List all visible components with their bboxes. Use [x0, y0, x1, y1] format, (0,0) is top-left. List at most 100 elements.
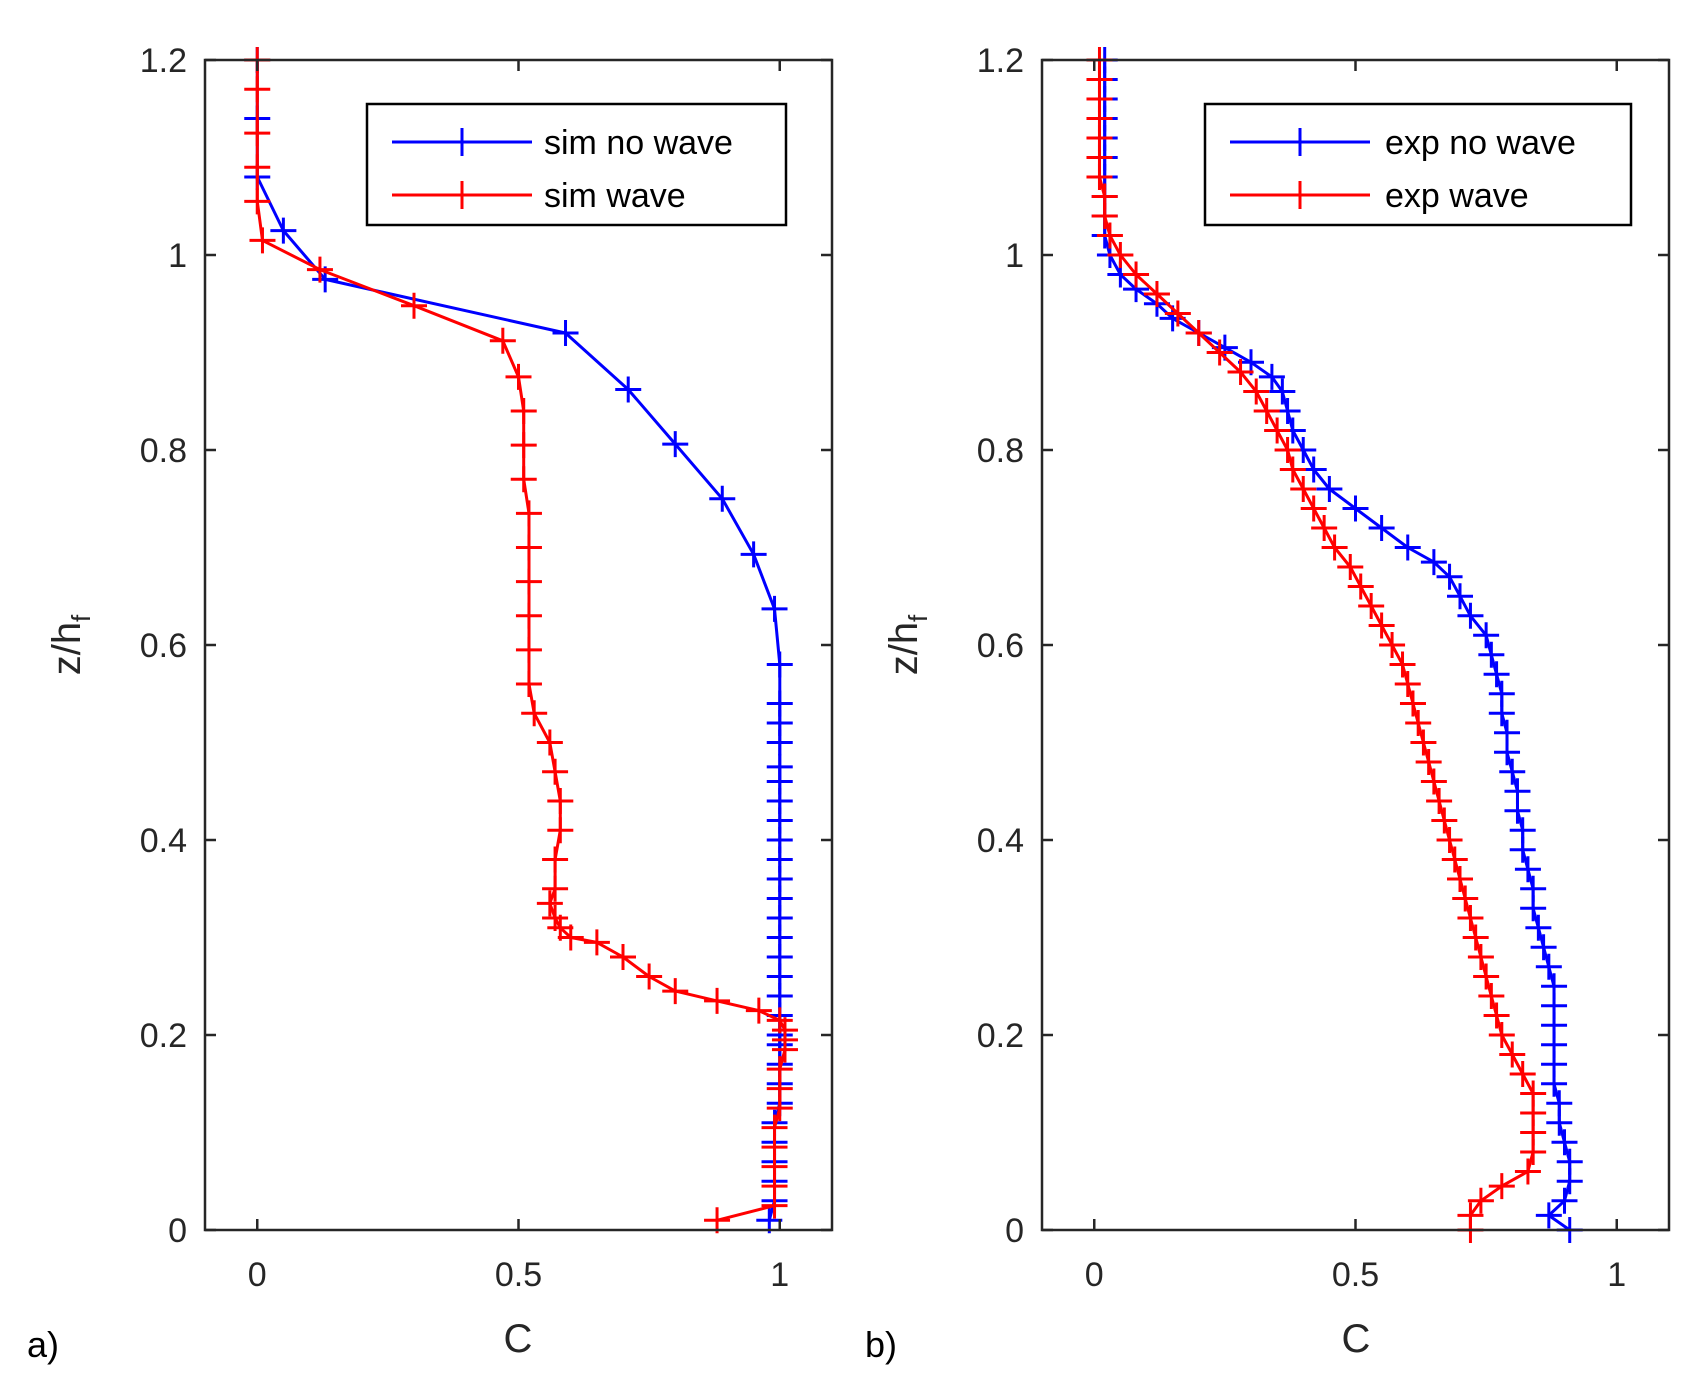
data-point-sim-wave	[662, 978, 689, 1005]
data-point-exp-wave	[1452, 885, 1479, 912]
data-point-exp-no-wave	[1483, 661, 1510, 688]
data-point-exp-no-wave	[1551, 1129, 1578, 1156]
data-point-exp-wave	[1164, 300, 1191, 327]
data-point-exp-wave	[1279, 456, 1306, 483]
data-point-exp-no-wave	[1556, 1168, 1583, 1195]
y-tick-label: 0	[168, 1212, 187, 1250]
data-point-sim-wave	[401, 292, 427, 319]
y-axis-title-b: z/hf	[882, 614, 933, 675]
legend-marker-exp-wave	[1286, 181, 1314, 209]
x-tick-label: 0.5	[1332, 1256, 1379, 1294]
data-point-exp-no-wave	[1457, 602, 1484, 629]
legend-box-b	[1203, 102, 1633, 227]
data-point-sim-no-wave	[552, 320, 579, 346]
y-axis-title-main-b: z/h	[882, 622, 926, 675]
data-point-exp-wave	[1420, 768, 1447, 795]
data-point-exp-wave	[1405, 710, 1432, 736]
y-tick-label: 1	[168, 237, 187, 275]
data-point-exp-wave	[1185, 320, 1212, 346]
x-tick-label: 0.5	[495, 1256, 542, 1294]
data-point-sim-wave	[536, 729, 563, 756]
data-point-exp-no-wave	[1514, 856, 1541, 883]
data-point-exp-no-wave	[1258, 363, 1285, 390]
legend-label-sim-no-wave: sim no wave	[544, 124, 733, 162]
data-point-exp-wave	[1107, 242, 1134, 268]
y-tick-label: 0.8	[977, 432, 1024, 470]
y-axis-title-sub-a: f	[66, 614, 96, 622]
data-point-sim-wave	[306, 256, 333, 283]
data-point-exp-wave	[1274, 437, 1301, 463]
data-point-exp-wave	[1379, 632, 1406, 658]
data-point-sim-wave	[244, 76, 271, 103]
data-point-exp-no-wave	[1269, 378, 1296, 405]
data-point-exp-wave	[1488, 1173, 1515, 1200]
data-point-sim-wave	[515, 671, 542, 697]
y-tick-label: 0.2	[977, 1017, 1024, 1055]
data-point-exp-no-wave	[1551, 1187, 1578, 1214]
x-tick-label: 0	[1085, 1256, 1104, 1294]
data-point-exp-wave	[1096, 222, 1123, 249]
data-point-sim-wave	[515, 636, 542, 663]
data-point-sim-wave	[745, 997, 772, 1024]
data-point-exp-wave	[1389, 651, 1416, 678]
data-point-exp-wave	[1467, 944, 1494, 970]
data-point-exp-wave	[1514, 1158, 1541, 1185]
data-point-exp-wave	[1441, 846, 1468, 873]
data-point-sim-no-wave	[615, 376, 642, 403]
y-axis-title-main-a: z/h	[45, 622, 89, 675]
x-tick-label: 0	[248, 1256, 267, 1294]
panel-b: 0 0.5 1 0 0.2 0.4 0.6 0.8 1 1.2 C z/hf b) exp no …	[865, 42, 1671, 1365]
data-point-sim-wave	[515, 500, 542, 527]
data-point-sim-no-wave	[740, 541, 767, 568]
legend-b: exp no wave exp wave	[1203, 102, 1633, 227]
data-point-sim-no-wave	[761, 595, 788, 622]
data-point-sim-wave	[515, 534, 542, 561]
data-point-sim-wave	[244, 188, 271, 215]
data-point-sim-wave	[510, 432, 537, 459]
data-point-sim-wave	[766, 1095, 793, 1122]
data-point-exp-wave	[1488, 1022, 1515, 1048]
data-point-exp-wave	[1227, 359, 1254, 385]
data-point-exp-no-wave	[1546, 1109, 1573, 1136]
data-point-exp-wave	[1243, 378, 1270, 405]
data-point-exp-no-wave	[1520, 895, 1547, 922]
data-point-exp-wave	[1086, 164, 1113, 190]
data-point-exp-no-wave	[1394, 534, 1421, 561]
data-point-sim-wave	[521, 700, 548, 727]
data-point-sim-wave	[542, 875, 569, 902]
data-point-sim-wave	[542, 846, 569, 873]
data-point-sim-wave	[610, 944, 636, 970]
data-point-exp-no-wave	[1488, 700, 1515, 727]
data-point-exp-wave	[1368, 612, 1395, 639]
data-point-sim-wave	[515, 568, 542, 595]
panel-label-a: a)	[27, 1324, 59, 1365]
data-point-exp-wave	[1321, 534, 1348, 561]
data-point-sim-no-wave	[662, 431, 689, 458]
legend-label-exp-no-wave: exp no wave	[1385, 124, 1576, 162]
y-tick-label: 1	[1005, 237, 1024, 275]
y-tick-label: 0.6	[140, 627, 187, 665]
data-point-sim-wave	[510, 398, 537, 424]
data-point-exp-no-wave	[1473, 622, 1500, 649]
legend-label-sim-wave: sim wave	[544, 177, 686, 215]
data-point-exp-wave	[1509, 1061, 1536, 1087]
y-tick-label: 0	[1005, 1212, 1024, 1250]
y-tick-label: 0.4	[140, 822, 187, 860]
data-point-sim-wave	[249, 227, 276, 254]
series-layer-b	[1086, 47, 1583, 1243]
legend-a: sim no wave sim wave	[365, 102, 788, 227]
data-point-exp-wave	[1337, 554, 1364, 580]
data-point-exp-no-wave	[1535, 1202, 1562, 1229]
data-point-exp-no-wave	[1494, 739, 1521, 766]
plot-area-b	[1042, 60, 1669, 1230]
data-point-exp-wave	[1462, 924, 1489, 951]
data-point-exp-wave	[1520, 1139, 1547, 1165]
data-point-exp-no-wave	[1447, 583, 1473, 610]
data-point-exp-wave	[1467, 1187, 1494, 1214]
data-point-exp-no-wave	[1478, 641, 1505, 668]
data-point-exp-no-wave	[1436, 563, 1463, 590]
data-point-exp-no-wave	[1535, 953, 1562, 980]
data-point-sim-no-wave	[766, 651, 793, 678]
